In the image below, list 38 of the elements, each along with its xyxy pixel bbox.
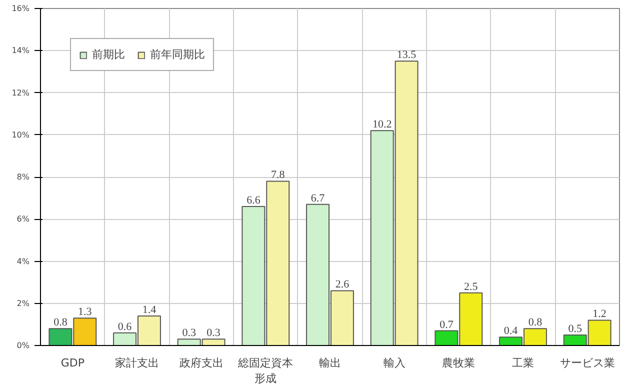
data-label: 0.3 — [206, 327, 221, 340]
data-label: 1.2 — [592, 308, 606, 320]
y-tick-label: 4% — [16, 256, 30, 266]
data-label: 1.3 — [78, 306, 92, 318]
y-tick-label: 2% — [16, 298, 30, 308]
x-tick-label: 総固定資本形成 — [237, 356, 294, 386]
data-label: 13.5 — [396, 49, 417, 62]
x-tick-label: 家計支出 — [115, 356, 159, 370]
y-tick-label: 14% — [12, 46, 30, 56]
data-label: 2.6 — [335, 278, 350, 291]
y-tick-label: 16% — [12, 4, 30, 13]
x-tick-label: 輸出 — [319, 356, 341, 370]
x-tick-label: 農牧業 — [442, 356, 476, 370]
y-tick-label: 0% — [16, 341, 30, 350]
y-tick-label: 8% — [16, 172, 30, 182]
y-tick-label: 10% — [12, 130, 30, 140]
x-tick-label: 工業 — [512, 356, 534, 370]
data-label: 7.8 — [271, 169, 286, 182]
y-tick-label: 12% — [12, 88, 30, 98]
data-label: 0.3 — [182, 327, 196, 340]
x-tick-label: 政府支出 — [179, 356, 224, 370]
data-label: 0.6 — [118, 320, 132, 333]
legend-label: 前年同期比 — [150, 47, 205, 62]
data-label: 2.5 — [464, 280, 478, 293]
y-tick-label: 6% — [16, 214, 30, 224]
x-tick-label: 輸入 — [383, 356, 406, 370]
data-label: 0.7 — [440, 318, 454, 331]
data-label: 1.4 — [142, 304, 157, 316]
data-label: 6.6 — [246, 194, 261, 206]
data-label: 0.4 — [504, 325, 518, 338]
data-label: 10.2 — [372, 118, 392, 131]
data-label: 6.7 — [310, 192, 326, 204]
x-tick-label: GDP — [60, 356, 85, 370]
data-label: 0.5 — [568, 322, 582, 335]
data-label: 0.8 — [528, 316, 543, 329]
legend-label: 前期比 — [92, 47, 125, 62]
x-tick-label: サービス業 — [560, 356, 615, 370]
data-label: 0.8 — [54, 316, 68, 329]
